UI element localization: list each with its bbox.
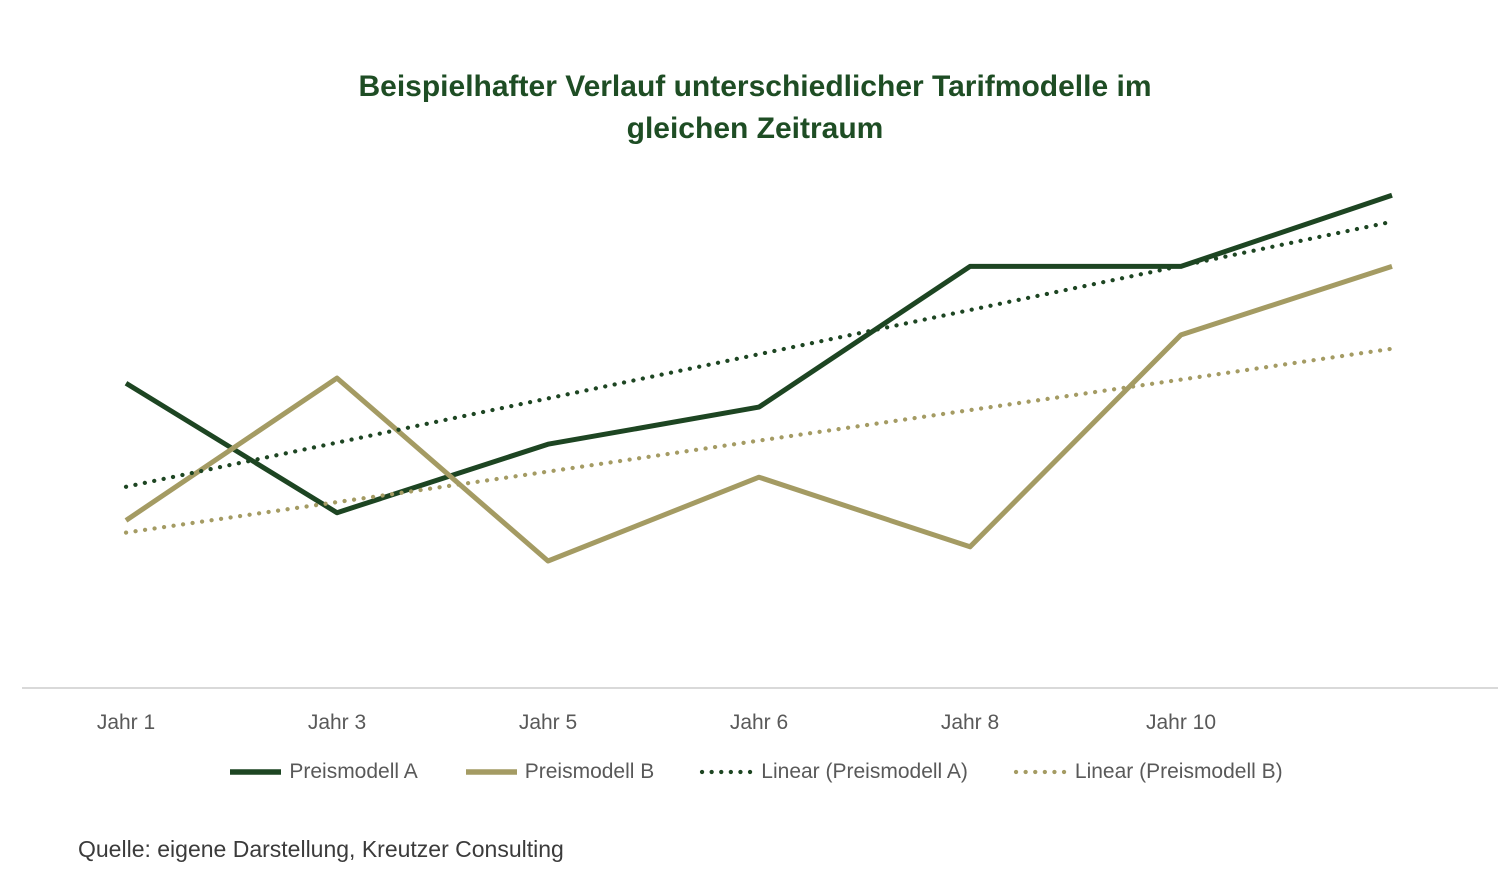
x-axis-label: Jahr 1 — [96, 711, 156, 734]
legend-label: Preismodell B — [524, 760, 655, 783]
legend-label: Linear (Preismodell A) — [761, 760, 968, 783]
series-line-2 — [124, 264, 1393, 564]
legend-label: Preismodell A — [289, 760, 418, 783]
dotted-line-swatch-icon — [1013, 769, 1069, 775]
legend-label: Linear (Preismodell B) — [1074, 760, 1283, 783]
x-axis-label: Jahr 3 — [307, 711, 367, 734]
dotted-line-swatch-icon — [700, 769, 756, 775]
chart-title-line1: Beispielhafter Verlauf unterschiedlicher… — [358, 70, 1152, 103]
x-axis-label: Jahr 6 — [729, 711, 789, 734]
legend-entry-3: Linear (Preismodell A) — [699, 760, 968, 784]
legend: Preismodell A Preismodell B Linear (Preism… — [0, 760, 1510, 784]
source-note: Quelle: eigene Darstellung, Kreutzer Con… — [78, 836, 564, 862]
legend-entry-1: Preismodell A — [227, 760, 418, 784]
legend-entry-2: Preismodell B — [463, 760, 655, 784]
series-line-4 — [123, 346, 1395, 535]
solid-line-swatch-icon — [465, 769, 517, 775]
chart-title-line2: gleichen Zeitraum — [626, 112, 884, 145]
series-line-1 — [124, 192, 1393, 516]
x-axis-label: Jahr 5 — [518, 711, 578, 734]
x-axis-label: Jahr 8 — [940, 711, 1000, 734]
chart-title: Beispielhafter Verlauf unterschiedlicher… — [0, 66, 1510, 150]
x-axis-label: Jahr 10 — [1145, 711, 1217, 734]
solid-line-swatch-icon — [230, 769, 282, 775]
legend-entry-4: Linear (Preismodell B) — [1013, 760, 1283, 784]
x-axis-line — [22, 687, 1498, 689]
x-axis-labels: Jahr 1 Jahr 3 Jahr 5 Jahr 6 Jahr 8 Jahr 10 — [0, 711, 1510, 741]
